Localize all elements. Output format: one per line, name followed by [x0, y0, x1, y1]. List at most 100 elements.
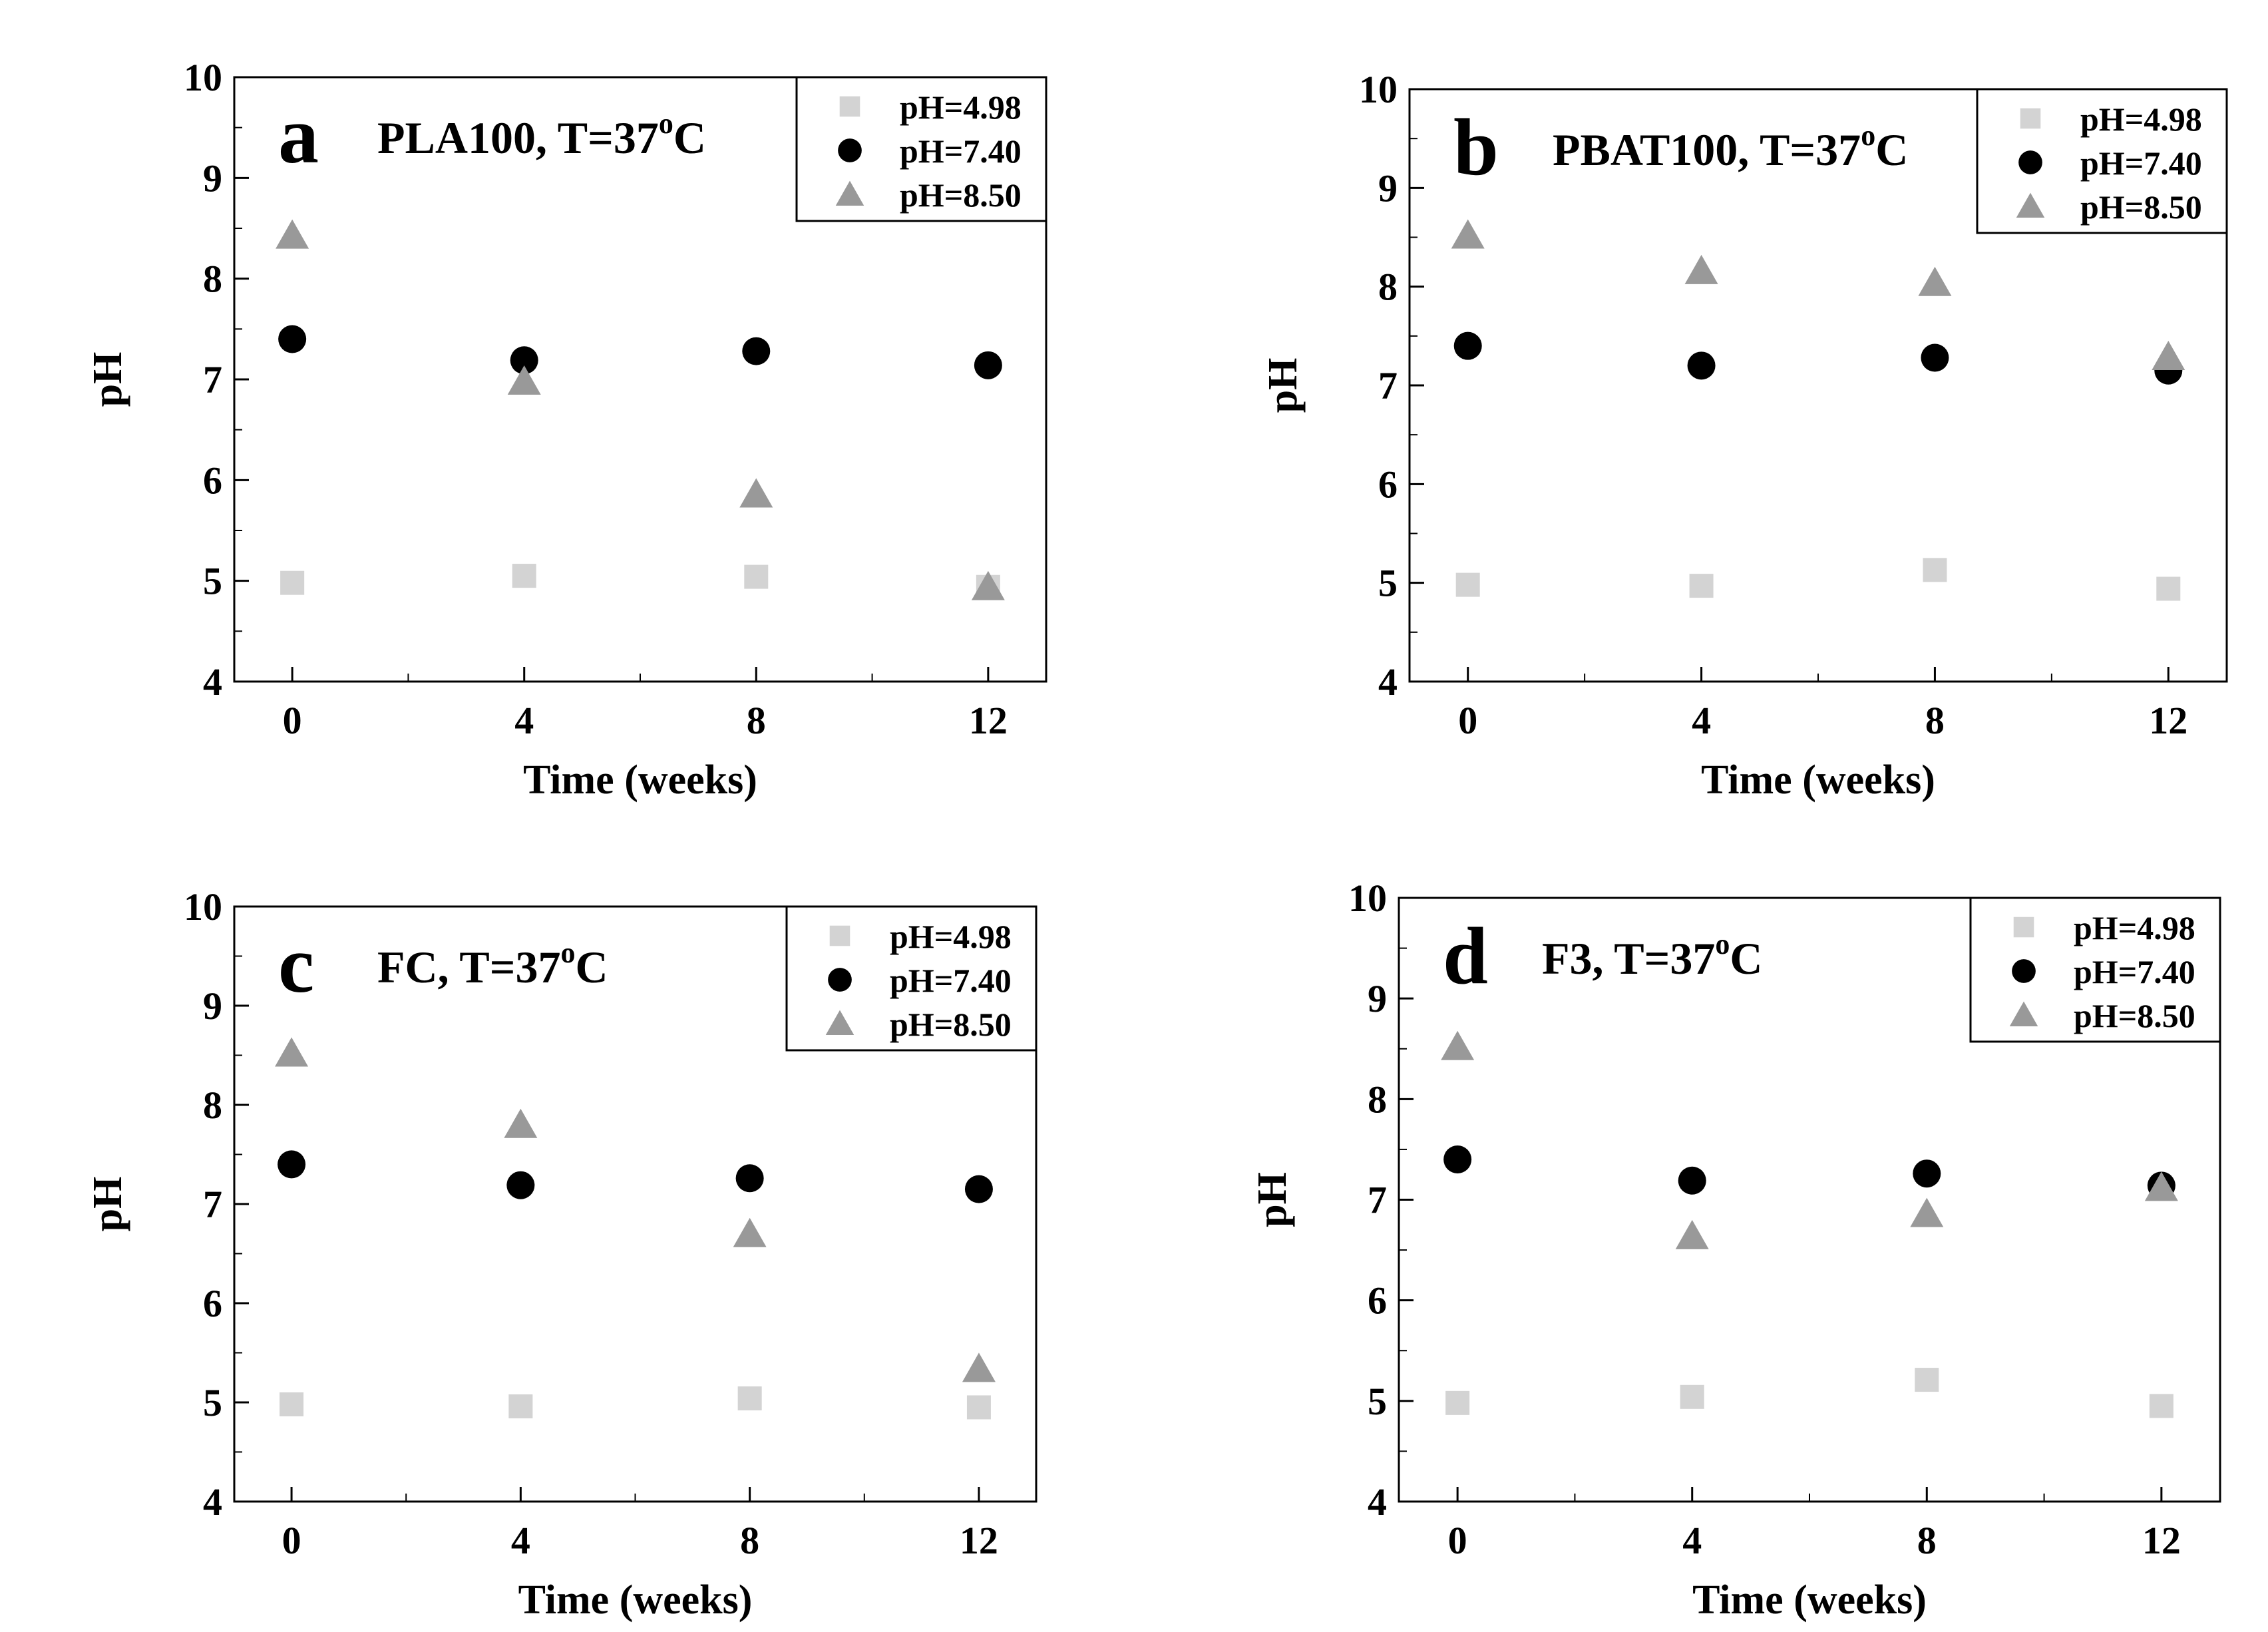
- y-tick-label: 5: [1368, 1380, 1387, 1423]
- data-point: [739, 478, 773, 508]
- x-tick-label: 8: [740, 1519, 759, 1562]
- data-point: [512, 564, 536, 588]
- legend-marker: [2013, 917, 2034, 938]
- legend-label: pH=7.40: [890, 962, 1012, 999]
- y-tick-label: 9: [1378, 166, 1398, 210]
- x-tick-label: 12: [2149, 699, 2187, 742]
- data-point: [1443, 1145, 1472, 1174]
- data-point: [1913, 1159, 1941, 1188]
- y-tick-label: 6: [1378, 463, 1398, 506]
- x-tick-label: 12: [969, 699, 1008, 742]
- panel-title-end: C: [1875, 124, 1908, 175]
- data-point: [278, 1150, 306, 1179]
- legend-marker: [2012, 959, 2036, 983]
- panel-title: PBAT100, T=37oC: [1553, 119, 1908, 175]
- y-axis-label: pH: [85, 1177, 130, 1232]
- legend-label: pH=7.40: [2074, 953, 2195, 990]
- panel-letter: d: [1443, 911, 1488, 1001]
- data-point: [1687, 351, 1716, 380]
- data-point: [1455, 572, 1480, 597]
- y-tick-label: 9: [1368, 977, 1387, 1020]
- legend-marker: [838, 138, 862, 162]
- legend-label: pH=4.98: [900, 89, 1022, 126]
- data-point: [971, 570, 1005, 600]
- legend-label: pH=8.50: [890, 1006, 1012, 1043]
- x-axis-label: Time (weeks): [1701, 757, 1935, 803]
- data-point: [508, 1394, 533, 1418]
- legend-label: pH=8.50: [900, 176, 1022, 214]
- data-point: [744, 564, 769, 589]
- panel-title-main: F3, T=37: [1542, 933, 1715, 984]
- panel-title-main: PBAT100, T=37: [1553, 124, 1861, 175]
- y-tick-label: 4: [1368, 1480, 1387, 1524]
- data-point: [1689, 574, 1714, 598]
- x-tick-label: 0: [282, 1519, 301, 1562]
- y-axis-label: pH: [1260, 358, 1306, 413]
- y-tick-label: 6: [203, 1282, 222, 1325]
- panel-title-degree: o: [561, 936, 576, 969]
- legend: pH=4.98 pH=7.40 pH=8.50: [1976, 88, 2228, 234]
- legend-label: pH=8.50: [2080, 188, 2202, 226]
- panel-title-end: C: [1730, 933, 1762, 984]
- data-point: [1445, 1390, 1470, 1415]
- data-point: [964, 1175, 993, 1203]
- y-tick-label: 4: [1378, 660, 1398, 704]
- x-tick-label: 4: [1692, 699, 1711, 742]
- data-point: [278, 325, 307, 353]
- data-point: [280, 1392, 304, 1416]
- legend-marker: [828, 968, 852, 992]
- legend-label: pH=7.40: [900, 132, 1022, 170]
- data-point: [735, 1164, 764, 1193]
- data-point: [1675, 1219, 1709, 1249]
- panel-title-end: C: [673, 112, 706, 163]
- legend-marker: [835, 180, 864, 206]
- x-tick-label: 4: [511, 1519, 530, 1562]
- data-point: [507, 365, 541, 395]
- data-point: [506, 1171, 535, 1199]
- panel-letter: b: [1453, 102, 1499, 192]
- data-point: [737, 1386, 762, 1411]
- y-axis-label: pH: [85, 352, 130, 407]
- y-tick-label: 7: [1368, 1179, 1387, 1222]
- chart-panel-b: 4 5 6 7 8 9 10 0 4 8 12 Time (weeks) pH b PBAT100, T=3…: [1260, 68, 2228, 803]
- data-point: [733, 1217, 767, 1247]
- y-tick-label: 5: [203, 1381, 222, 1424]
- legend-label: pH=4.98: [890, 918, 1012, 955]
- x-tick-label: 8: [1925, 699, 1945, 742]
- legend: pH=4.98 pH=7.40 pH=8.50: [785, 905, 1038, 1052]
- panel-title: PLA100, T=37oC: [377, 107, 706, 163]
- data-point: [1680, 1384, 1704, 1409]
- y-tick-label: 4: [203, 660, 222, 704]
- legend-marker: [2018, 150, 2042, 174]
- panel-title-main: PLA100, T=37: [377, 112, 659, 163]
- legend-marker: [2016, 192, 2045, 218]
- y-tick-label: 7: [203, 1183, 222, 1226]
- data-point: [510, 346, 538, 375]
- legend: pH=4.98 pH=7.40 pH=8.50: [1969, 897, 2221, 1043]
- panel-title-degree: o: [1715, 928, 1730, 960]
- data-point: [1684, 254, 1718, 284]
- y-tick-label: 8: [1368, 1078, 1387, 1121]
- data-point: [2144, 1171, 2178, 1201]
- data-point: [1923, 558, 1947, 582]
- panel-letter: c: [278, 920, 314, 1010]
- x-tick-label: 0: [1448, 1519, 1467, 1562]
- data-point: [1921, 343, 1949, 372]
- data-point: [1441, 1030, 1475, 1060]
- panel-title-main: FC, T=37: [377, 942, 561, 992]
- legend: pH=4.98 pH=7.40 pH=8.50: [795, 76, 1047, 222]
- y-tick-label: 10: [184, 885, 222, 928]
- legend-marker: [825, 1010, 854, 1035]
- y-axis-label: pH: [1250, 1172, 1295, 1227]
- x-tick-label: 12: [2142, 1519, 2181, 1562]
- data-point: [1451, 219, 1485, 249]
- data-point: [1910, 1197, 1944, 1227]
- data-point: [974, 351, 1002, 379]
- legend-marker: [839, 96, 860, 117]
- y-tick-label: 10: [184, 56, 222, 99]
- panel-title: F3, T=37oC: [1542, 928, 1763, 984]
- x-tick-label: 0: [283, 699, 302, 742]
- panel-title-degree: o: [1861, 119, 1875, 152]
